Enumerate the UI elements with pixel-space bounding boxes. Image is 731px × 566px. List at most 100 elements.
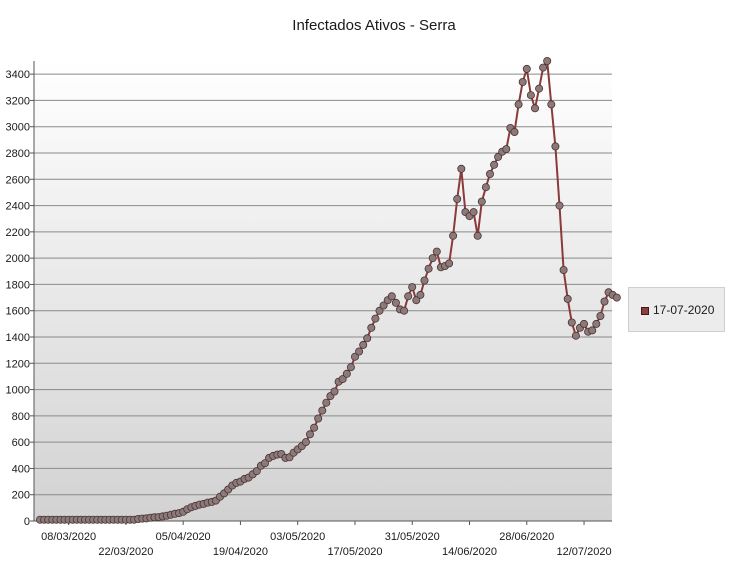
data-point	[305, 430, 314, 439]
data-point	[547, 100, 556, 109]
data-point	[338, 375, 347, 384]
data-point	[526, 91, 535, 100]
data-point	[481, 183, 490, 192]
data-point	[453, 194, 462, 203]
x-axis-ticks: 08/03/202022/03/202005/04/202019/04/2020…	[41, 521, 612, 558]
data-point	[252, 467, 261, 476]
legend-label: 17-07-2020	[653, 303, 715, 317]
y-tick-label: 800	[12, 411, 30, 423]
data-point	[260, 459, 269, 468]
x-tick-label: 08/03/2020	[41, 531, 96, 543]
data-point	[379, 301, 388, 310]
data-point	[350, 352, 359, 361]
y-tick-label: 3400	[6, 69, 30, 81]
x-tick-label: 28/06/2020	[499, 531, 554, 543]
data-point	[400, 306, 409, 315]
data-point	[580, 319, 589, 328]
data-point	[412, 296, 421, 305]
data-point	[592, 319, 601, 328]
data-point	[531, 104, 540, 113]
data-point	[375, 306, 384, 315]
data-point	[563, 294, 572, 303]
y-tick-label: 1600	[6, 306, 30, 318]
data-point	[559, 265, 568, 274]
data-point	[596, 311, 605, 320]
y-tick-label: 2200	[6, 227, 30, 239]
y-tick-label: 1200	[6, 358, 30, 370]
y-tick-label: 3000	[6, 122, 30, 134]
data-point	[551, 142, 560, 151]
data-point	[494, 152, 503, 161]
data-point	[367, 323, 376, 332]
data-point	[424, 264, 433, 273]
grid-lines	[34, 73, 612, 522]
data-point	[318, 406, 327, 415]
data-point	[404, 292, 413, 301]
data-point	[571, 331, 580, 340]
x-tick-label: 05/04/2020	[156, 531, 211, 543]
data-point	[301, 438, 310, 447]
y-tick-label: 2400	[6, 201, 30, 213]
x-tick-label: 12/07/2020	[557, 546, 612, 558]
x-tick-label: 03/05/2020	[270, 531, 325, 543]
data-point	[588, 326, 597, 335]
y-tick-label: 2800	[6, 148, 30, 160]
data-point	[518, 78, 527, 87]
y-tick-label: 2600	[6, 174, 30, 186]
y-tick-label: 400	[12, 463, 30, 475]
data-point	[314, 414, 323, 423]
data-point	[371, 314, 380, 323]
data-point	[555, 201, 564, 210]
data-point	[567, 318, 576, 327]
data-point	[612, 293, 621, 302]
data-point	[387, 292, 396, 301]
data-point	[416, 290, 425, 299]
data-point	[485, 169, 494, 178]
x-tick-label: 19/04/2020	[213, 546, 268, 558]
data-point	[457, 164, 466, 173]
data-point	[510, 127, 519, 136]
y-tick-label: 200	[12, 490, 30, 502]
data-point	[428, 254, 437, 263]
y-tick-label: 0	[24, 516, 30, 528]
data-point	[514, 100, 523, 109]
y-tick-label: 1000	[6, 385, 30, 397]
plot-area	[34, 61, 612, 521]
legend: 17-07-2020	[628, 287, 725, 332]
data-point	[359, 340, 368, 349]
data-point	[391, 298, 400, 307]
data-point	[522, 64, 531, 73]
x-tick-label: 17/05/2020	[327, 546, 382, 558]
x-tick-label: 22/03/2020	[98, 546, 153, 558]
data-point	[490, 160, 499, 169]
data-point	[543, 57, 552, 66]
data-point	[322, 398, 331, 407]
y-tick-label: 2000	[6, 253, 30, 265]
series-markers	[36, 57, 621, 524]
x-tick-label: 14/06/2020	[442, 546, 497, 558]
y-tick-label: 600	[12, 437, 30, 449]
y-axis-ticks: 0 200 400 600 800 1000 1200 1400 1600 1800 2000 220…	[6, 69, 34, 528]
data-point	[420, 276, 429, 285]
chart-title: Infectados Ativos - Serra	[292, 17, 456, 34]
data-point	[408, 283, 417, 292]
x-tick-label: 31/05/2020	[385, 531, 440, 543]
data-point	[342, 369, 351, 378]
data-point	[477, 197, 486, 206]
data-point	[310, 423, 319, 432]
data-point	[600, 297, 609, 306]
data-point	[469, 208, 478, 217]
legend-swatch	[641, 307, 649, 315]
data-point	[355, 347, 364, 356]
data-point	[363, 334, 372, 343]
data-point	[535, 84, 544, 93]
data-point	[473, 231, 482, 240]
data-point	[432, 247, 441, 256]
data-point	[539, 63, 548, 72]
y-tick-label: 1400	[6, 332, 30, 344]
data-point	[346, 363, 355, 372]
data-point	[502, 145, 511, 154]
y-tick-label: 3200	[6, 95, 30, 107]
y-tick-label: 1800	[6, 279, 30, 291]
